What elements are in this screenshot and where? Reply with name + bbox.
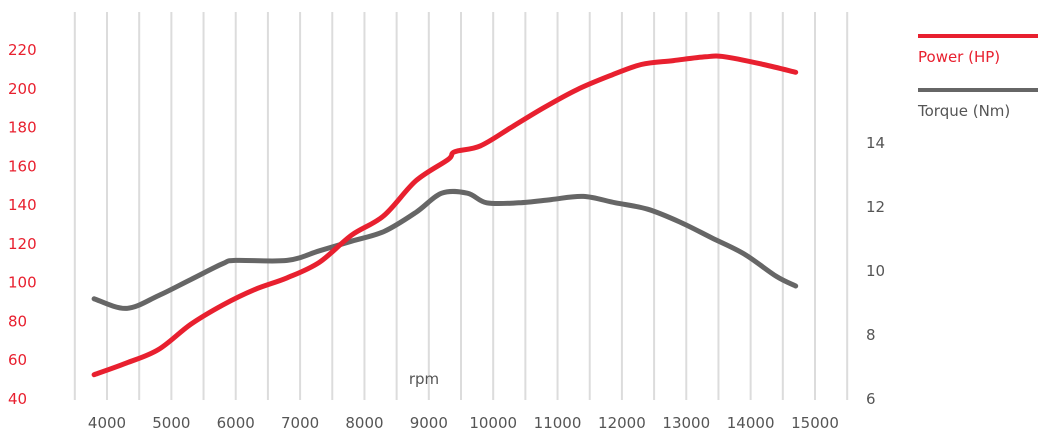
legend-torque-swatch [918,88,1038,92]
x-tick-label: 15000 [791,414,839,432]
left-y-tick-label: 60 [8,351,27,369]
x-tick-label: 10000 [469,414,517,432]
left-y-tick-label: 180 [8,119,37,137]
left-y-axis-ticks: 40 60 80 100 120 140 160 180 200 220 [8,41,37,408]
right-y-tick-label: 10 [866,262,885,280]
left-y-tick-label: 200 [8,80,37,98]
x-tick-label: 8000 [345,414,383,432]
x-tick-label: 12000 [598,414,646,432]
legend-power-label: Power (HP) [918,48,1001,66]
x-axis-label: rpm [409,370,439,388]
left-y-tick-label: 100 [8,274,37,292]
x-tick-label: 9000 [410,414,448,432]
legend-power-swatch [918,34,1038,38]
x-tick-label: 14000 [727,414,775,432]
power-line [91,53,799,378]
left-y-tick-label: 160 [8,157,37,175]
legend-torque-label: Torque (Nm) [918,102,1011,120]
right-y-tick-label: 12 [866,198,885,216]
vertical-grid [73,12,849,400]
left-y-tick-label: 120 [8,235,37,253]
x-tick-label: 11000 [534,414,582,432]
legend-torque: Torque (Nm) [918,88,1038,120]
torque-line [91,188,799,311]
left-y-tick-label: 140 [8,196,37,214]
left-y-tick-label: 40 [8,390,27,408]
right-y-tick-label: 6 [866,390,876,408]
right-y-tick-label: 8 [866,326,876,344]
left-y-tick-label: 220 [8,41,37,59]
x-tick-label: 4000 [88,414,126,432]
legend-power: Power (HP) [918,34,1038,66]
x-tick-label: 13000 [662,414,710,432]
right-y-tick-label: 14 [866,134,885,152]
left-y-tick-label: 80 [8,312,27,330]
right-y-axis-ticks: 6 8 10 12 14 [866,134,885,408]
x-tick-label: 7000 [281,414,319,432]
x-axis-ticks: 4000 5000 6000 7000 8000 9000 10000 11000 12000 1… [88,414,839,432]
series-lines [91,53,799,378]
x-tick-label: 5000 [152,414,190,432]
x-tick-label: 6000 [217,414,255,432]
